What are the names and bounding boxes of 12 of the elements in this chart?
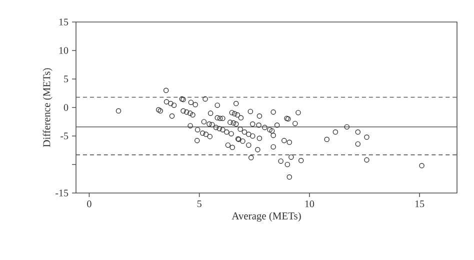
y-tick-label: -5 bbox=[60, 132, 68, 140]
y-axis-title: Difference (METs) bbox=[42, 68, 52, 147]
x-tick-label: 0 bbox=[87, 200, 92, 208]
y-tick-label: 15 bbox=[59, 18, 68, 26]
x-axis-title: Average (METs) bbox=[232, 212, 301, 222]
y-tick-label: 10 bbox=[59, 47, 68, 54]
x-tick-label: 5 bbox=[197, 200, 202, 208]
y-tick-label: 5 bbox=[64, 76, 68, 82]
y-tick-label: 0 bbox=[64, 104, 68, 111]
x-tick-label: 15 bbox=[415, 200, 424, 208]
x-tick-label: 10 bbox=[305, 200, 314, 208]
y-tick-label: -15 bbox=[56, 190, 68, 196]
